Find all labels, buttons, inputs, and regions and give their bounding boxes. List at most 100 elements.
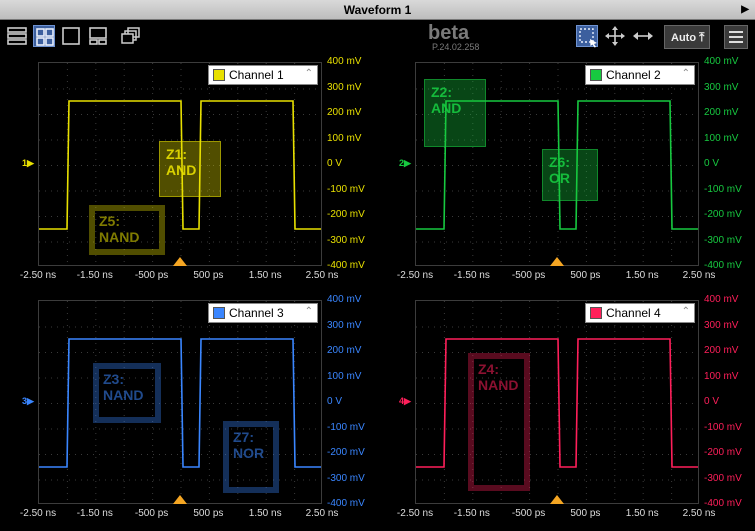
channel-panel-1[interactable]: Channel 1 ⌃ Z1: AND Z5: NAND 1▶ 400 mV 300 mV 2…: [0, 56, 377, 294]
layout-single-icon[interactable]: [60, 25, 82, 47]
y-tick-label: -200 mV: [704, 447, 742, 458]
beta-label: beta: [428, 22, 470, 44]
y-tick-label: 400 mV: [327, 294, 362, 305]
x-tick-label: 1.50 ns: [248, 270, 282, 281]
y-tick-label: 200 mV: [327, 107, 362, 118]
y-tick-label: -300 mV: [327, 472, 365, 484]
channel-legend[interactable]: Channel 4 ⌃: [585, 303, 695, 323]
x-tick-label: -2.50 ns: [19, 270, 57, 281]
toolbar: beta P.24.02.258 Auto ⤒: [0, 20, 755, 54]
channel-panel-2[interactable]: Channel 2 ⌃ Z2: AND Z6: OR 2▶ 400 mV 300 mV 200…: [377, 56, 754, 294]
collapse-icon[interactable]: ⌃: [304, 68, 313, 79]
y-tick-label: -200 mV: [327, 447, 365, 458]
channel-legend[interactable]: Channel 2 ⌃: [585, 65, 695, 85]
channel-name: Channel 2: [606, 68, 661, 82]
y-tick-label: -300 mV: [704, 234, 742, 246]
x-tick-label: 500 ps: [193, 508, 224, 519]
channel-color-swatch: [590, 69, 602, 81]
y-tick-label: 300 mV: [704, 319, 739, 331]
x-tick-label: -1.50 ns: [76, 270, 113, 281]
channel-color-swatch: [213, 69, 225, 81]
collapse-icon[interactable]: ⌃: [681, 306, 690, 317]
y-tick-label: -100 mV: [327, 183, 365, 195]
x-tick-label: 2.50 ns: [305, 270, 339, 281]
y-tick-label: -400 mV: [327, 260, 365, 271]
y-tick-label: 400 mV: [327, 56, 362, 67]
x-tick-label: -500 ps: [511, 270, 546, 281]
auto-scale-arrow-icon: ⤒: [699, 30, 705, 44]
channel-name: Channel 3: [229, 306, 284, 320]
y-tick-label: -100 mV: [704, 183, 742, 195]
y-tick-label: -300 mV: [704, 472, 742, 484]
waveform-trace: [39, 338, 321, 468]
y-tick-label: -400 mV: [327, 498, 365, 509]
zone-z2[interactable]: Z2: AND: [424, 79, 486, 147]
y-tick-label: 0 V: [327, 396, 343, 407]
horizontal-zoom-icon[interactable]: [632, 25, 654, 47]
y-tick-label: 300 mV: [704, 81, 739, 93]
y-axis-labels: 400 mV 300 mV 200 mV 100 mV 0 V -100 mV -200 m…: [324, 294, 384, 514]
channel-name: Channel 4: [606, 306, 661, 320]
x-tick-label: -1.50 ns: [76, 508, 113, 519]
trigger-marker-icon[interactable]: [550, 495, 564, 504]
x-tick-label: -500 ps: [134, 508, 169, 519]
menu-icon[interactable]: [724, 25, 748, 49]
y-tick-label: -200 mV: [704, 209, 742, 220]
x-tick-label: -2.50 ns: [396, 508, 434, 519]
y-tick-label: 100 mV: [704, 132, 739, 144]
plot-area[interactable]: Channel 4 ⌃ Z4: NAND: [415, 300, 699, 504]
auto-scale-button[interactable]: Auto ⤒: [664, 25, 710, 49]
channel-panel-4[interactable]: Channel 4 ⌃ Z4: NAND 4▶ 400 mV 300 mV 200 mV 10…: [377, 294, 754, 531]
channel-offset-marker[interactable]: 1▶: [22, 158, 34, 168]
y-tick-label: 300 mV: [327, 81, 362, 93]
x-tick-label: -500 ps: [511, 508, 546, 519]
layout-stack-icon[interactable]: [6, 25, 28, 47]
y-tick-label: -400 mV: [704, 498, 742, 509]
channel-color-swatch: [213, 307, 225, 319]
zone-z1[interactable]: Z1: AND: [159, 141, 221, 197]
plot-area[interactable]: Channel 2 ⌃ Z2: AND Z6: OR: [415, 62, 699, 266]
trigger-marker-icon[interactable]: [173, 257, 187, 266]
y-axis-labels: 400 mV 300 mV 200 mV 100 mV 0 V -100 mV -200 m…: [324, 56, 384, 276]
layout-split-icon[interactable]: [87, 25, 109, 47]
x-tick-label: 1.50 ns: [625, 508, 659, 519]
y-tick-label: 400 mV: [704, 56, 739, 67]
zone-z6[interactable]: Z6: OR: [542, 149, 598, 201]
zone-z3[interactable]: Z3: NAND: [93, 363, 161, 423]
x-axis-labels: -2.50 ns -1.50 ns -500 ps 500 ps 1.50 ns 2.50…: [0, 270, 377, 286]
collapse-icon[interactable]: ⌃: [304, 306, 313, 317]
collapse-icon[interactable]: ⌃: [681, 68, 690, 79]
y-axis-labels: 400 mV 300 mV 200 mV 100 mV 0 V -100 mV -200 m…: [701, 294, 755, 514]
channel-legend[interactable]: Channel 3 ⌃: [208, 303, 318, 323]
y-tick-label: 100 mV: [327, 370, 362, 382]
channel-panel-3[interactable]: Channel 3 ⌃ Z3: NAND Z7: NOR 3▶ 400 mV 300 mV 2…: [0, 294, 377, 531]
layout-grid-icon[interactable]: [33, 25, 55, 47]
y-tick-label: 200 mV: [327, 345, 362, 356]
x-tick-label: 2.50 ns: [682, 508, 716, 519]
y-tick-label: 100 mV: [704, 370, 739, 382]
rectangle-select-icon[interactable]: [576, 25, 598, 48]
zone-z7[interactable]: Z7: NOR: [223, 421, 279, 493]
x-tick-label: -500 ps: [134, 270, 169, 281]
window-title: Waveform 1: [343, 3, 412, 17]
channel-offset-marker[interactable]: 4▶: [399, 396, 411, 406]
channel-offset-marker[interactable]: 2▶: [399, 158, 411, 168]
trigger-marker-icon[interactable]: [173, 495, 187, 504]
zone-z5[interactable]: Z5: NAND: [89, 205, 165, 255]
x-tick-label: 500 ps: [570, 508, 601, 519]
x-tick-label: 1.50 ns: [248, 508, 282, 519]
zone-z4[interactable]: Z4: NAND: [468, 353, 530, 491]
layout-overlap-icon[interactable]: [120, 25, 142, 47]
x-axis-labels: -2.50 ns -1.50 ns -500 ps 500 ps 1.50 ns 2.50…: [0, 508, 377, 524]
x-tick-label: 500 ps: [193, 270, 224, 281]
channel-offset-marker[interactable]: 3▶: [22, 396, 34, 406]
trigger-marker-icon[interactable]: [550, 257, 564, 266]
x-tick-label: 1.50 ns: [625, 270, 659, 281]
x-tick-label: -1.50 ns: [453, 508, 490, 519]
plot-area[interactable]: Channel 3 ⌃ Z3: NAND Z7: NOR: [38, 300, 322, 504]
window-expand-icon[interactable]: ▶: [741, 4, 749, 15]
pan-icon[interactable]: [604, 25, 626, 47]
plot-area[interactable]: Channel 1 ⌃ Z1: AND Z5: NAND: [38, 62, 322, 266]
channel-legend[interactable]: Channel 1 ⌃: [208, 65, 318, 85]
y-tick-label: 0 V: [704, 396, 720, 407]
